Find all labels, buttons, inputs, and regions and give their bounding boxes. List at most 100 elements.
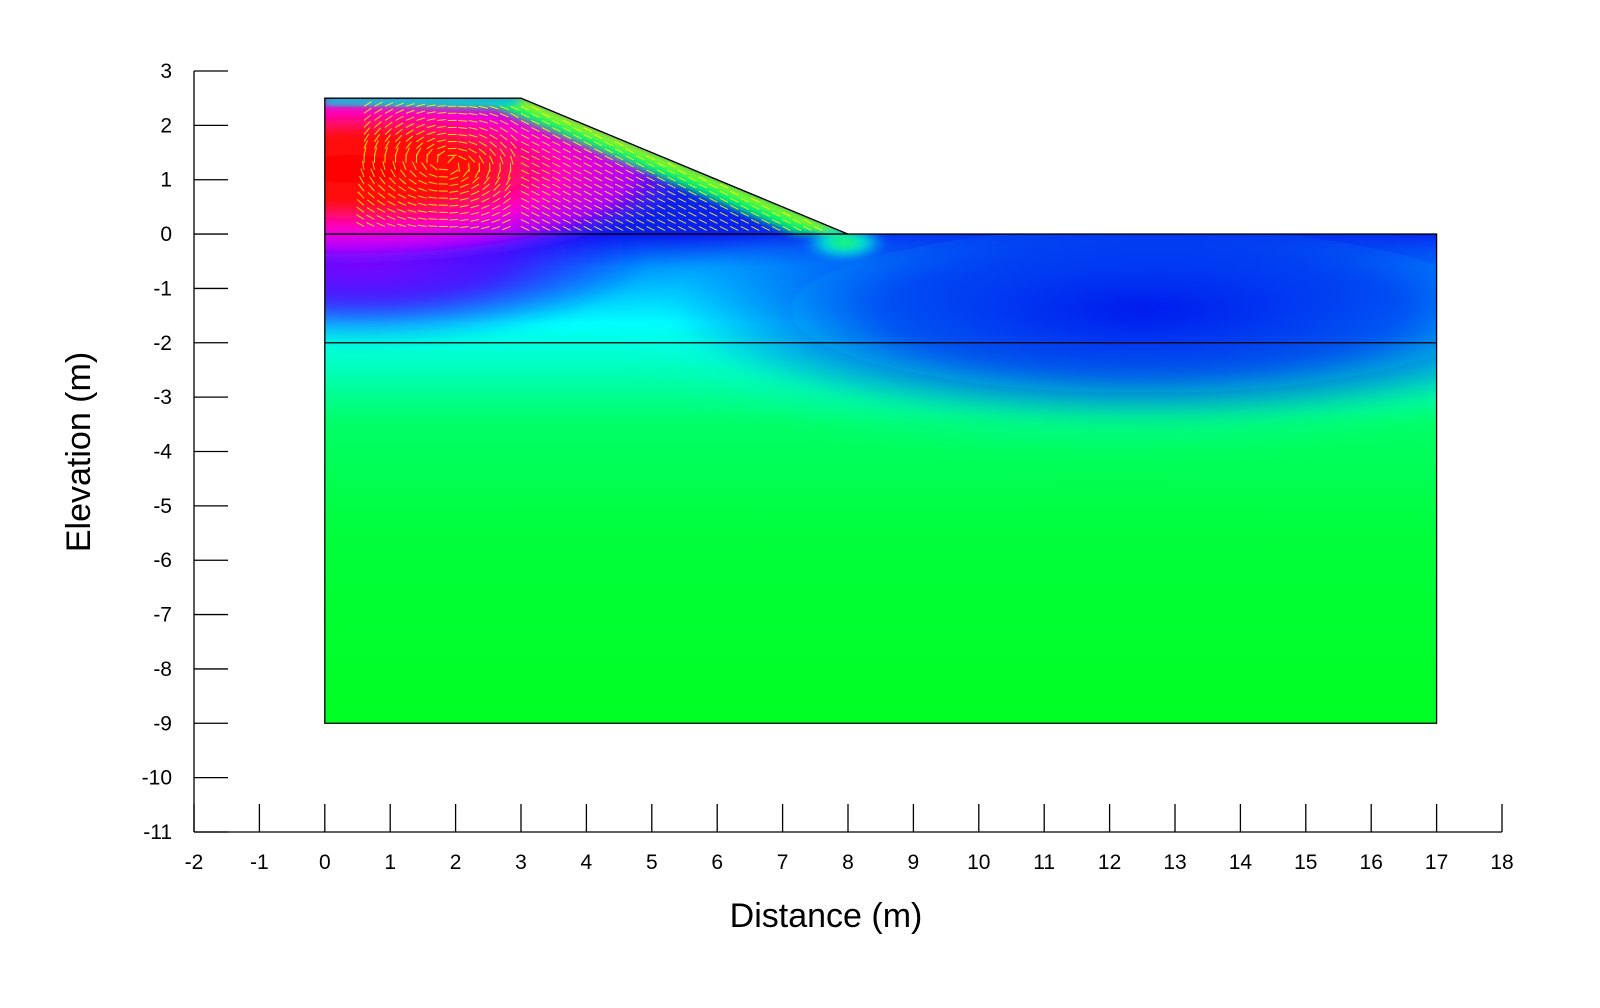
velocity-vector bbox=[510, 134, 518, 141]
velocity-vector bbox=[646, 183, 655, 189]
velocity-vector bbox=[402, 161, 407, 171]
velocity-vector bbox=[562, 211, 572, 217]
velocity-vector bbox=[594, 162, 603, 168]
velocity-vector bbox=[449, 197, 459, 200]
velocity-vector bbox=[552, 162, 561, 168]
y-tick-label: -4 bbox=[153, 441, 172, 464]
velocity-vector bbox=[520, 134, 530, 140]
velocity-vector bbox=[667, 197, 676, 203]
velocity-vector bbox=[363, 127, 371, 135]
velocity-vector bbox=[479, 112, 488, 117]
velocity-vector bbox=[416, 123, 425, 128]
velocity-vector bbox=[494, 176, 501, 185]
velocity-vector bbox=[395, 134, 403, 143]
y-tick-label: -1 bbox=[153, 277, 172, 300]
velocity-vector bbox=[740, 226, 750, 231]
velocity-vector bbox=[489, 105, 499, 110]
velocity-vector bbox=[677, 183, 687, 189]
velocity-vector bbox=[583, 183, 593, 189]
velocity-vector bbox=[541, 204, 551, 210]
velocity-vector bbox=[491, 225, 501, 230]
velocity-vector bbox=[782, 218, 791, 224]
velocity-vector bbox=[625, 190, 634, 196]
velocity-vector bbox=[437, 105, 447, 107]
velocity-vector bbox=[594, 134, 603, 140]
velocity-vector bbox=[458, 112, 468, 115]
velocity-vector bbox=[750, 218, 760, 224]
velocity-vector bbox=[489, 134, 498, 140]
velocity-vector bbox=[531, 120, 540, 125]
velocity-vector bbox=[407, 194, 417, 199]
velocity-vector bbox=[457, 162, 460, 172]
velocity-vector bbox=[499, 148, 506, 157]
velocity-vector bbox=[478, 148, 487, 155]
velocity-vector bbox=[761, 226, 770, 231]
velocity-vector bbox=[771, 226, 781, 231]
velocity-vector bbox=[503, 190, 511, 198]
velocity-vector bbox=[507, 169, 512, 179]
velocity-vector bbox=[449, 190, 459, 193]
velocity-vector bbox=[470, 225, 480, 229]
x-tick-label: 1 bbox=[384, 851, 396, 874]
velocity-vector bbox=[416, 117, 426, 121]
velocity-vector bbox=[646, 204, 655, 210]
velocity-vector bbox=[449, 218, 459, 221]
velocity-vector bbox=[407, 202, 417, 206]
velocity-vector bbox=[688, 197, 697, 203]
velocity-vector bbox=[390, 169, 396, 178]
velocity-vector bbox=[573, 134, 582, 140]
velocity-vector bbox=[635, 218, 645, 224]
velocity-vector bbox=[803, 226, 812, 231]
velocity-vector bbox=[363, 120, 371, 128]
velocity-vector bbox=[449, 204, 459, 207]
velocity-vector bbox=[520, 162, 530, 168]
velocity-vector bbox=[502, 218, 511, 224]
velocity-vector bbox=[552, 134, 561, 140]
x-tick-label: 6 bbox=[711, 851, 723, 874]
velocity-vector bbox=[470, 204, 480, 209]
velocity-vector bbox=[635, 169, 645, 175]
y-tick-label: -9 bbox=[153, 712, 172, 735]
velocity-vector bbox=[405, 135, 414, 143]
velocity-vector bbox=[405, 129, 414, 136]
velocity-vector bbox=[416, 142, 424, 150]
velocity-vector bbox=[520, 169, 530, 175]
velocity-vector bbox=[374, 114, 383, 121]
velocity-vector bbox=[573, 155, 582, 161]
velocity-vector bbox=[625, 155, 634, 161]
velocity-vector bbox=[520, 141, 530, 147]
velocity-vector bbox=[437, 112, 447, 114]
velocity-vector bbox=[614, 197, 624, 203]
velocity-vector bbox=[447, 154, 457, 157]
velocity-vector bbox=[384, 134, 392, 142]
velocity-vector bbox=[583, 204, 593, 210]
velocity-vector bbox=[541, 134, 551, 140]
velocity-vector bbox=[459, 211, 469, 215]
velocity-vector bbox=[594, 190, 603, 196]
y-tick-label: 2 bbox=[160, 114, 172, 137]
velocity-vector bbox=[709, 204, 718, 210]
velocity-vector bbox=[583, 141, 593, 147]
velocity-vector bbox=[520, 127, 530, 133]
velocity-vector bbox=[531, 226, 540, 231]
velocity-vector bbox=[376, 207, 386, 213]
velocity-vector bbox=[426, 137, 436, 143]
velocity-vector bbox=[667, 204, 676, 210]
velocity-vector bbox=[384, 102, 394, 107]
x-tick-label: 7 bbox=[777, 851, 789, 874]
velocity-vector bbox=[552, 141, 561, 147]
velocity-vector bbox=[468, 112, 478, 116]
y-tick-label: -6 bbox=[153, 549, 172, 572]
velocity-vector bbox=[459, 190, 469, 195]
velocity-vector bbox=[483, 176, 490, 185]
velocity-vector bbox=[614, 148, 624, 154]
velocity-vector bbox=[395, 128, 403, 135]
velocity-vector bbox=[709, 211, 718, 217]
velocity-vector bbox=[750, 226, 760, 231]
velocity-vector bbox=[541, 211, 551, 217]
velocity-vector bbox=[458, 148, 468, 152]
velocity-vector bbox=[478, 141, 488, 147]
velocity-vector bbox=[416, 110, 426, 114]
